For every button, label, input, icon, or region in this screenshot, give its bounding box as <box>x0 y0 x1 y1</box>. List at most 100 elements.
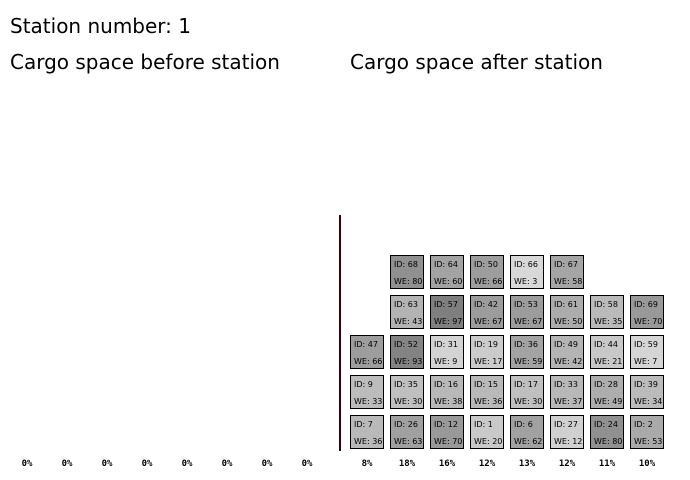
cargo-id: ID: 24 <box>594 420 618 429</box>
cargo-box: ID: 33 WE: 37 <box>550 375 584 409</box>
cargo-weight: WE: 36 <box>474 397 503 406</box>
cargo-box: ID: 36 WE: 59 <box>510 335 544 369</box>
cargo-box: ID: 1 WE: 20 <box>470 415 504 449</box>
cargo-box: ID: 12 WE: 70 <box>430 415 464 449</box>
before-percent-7: 0% <box>261 459 273 469</box>
cargo-weight: WE: 17 <box>474 357 503 366</box>
cargo-weight: WE: 9 <box>434 357 458 366</box>
cargo-box: ID: 50 WE: 66 <box>470 255 504 289</box>
cargo-box: ID: 35 WE: 30 <box>390 375 424 409</box>
cargo-weight: WE: 7 <box>634 357 658 366</box>
cargo-box: ID: 49 WE: 42 <box>550 335 584 369</box>
cargo-box: ID: 9 WE: 33 <box>350 375 384 409</box>
after-percent-7: 11% <box>598 459 616 469</box>
cargo-id: ID: 69 <box>634 300 658 309</box>
cargo-weight: WE: 53 <box>634 437 663 446</box>
cargo-box: ID: 2 WE: 53 <box>630 415 664 449</box>
cargo-box: ID: 28 WE: 49 <box>590 375 624 409</box>
cargo-weight: WE: 37 <box>554 397 583 406</box>
cargo-box: ID: 59 WE: 7 <box>630 335 664 369</box>
cargo-box: ID: 57 WE: 97 <box>430 295 464 329</box>
cargo-id: ID: 68 <box>394 260 418 269</box>
cargo-weight: WE: 80 <box>394 277 423 286</box>
cargo-weight: WE: 66 <box>474 277 503 286</box>
before-percent-3: 0% <box>101 459 113 469</box>
cargo-box: ID: 31 WE: 9 <box>430 335 464 369</box>
cargo-id: ID: 39 <box>634 380 658 389</box>
cargo-weight: WE: 21 <box>594 357 623 366</box>
cargo-divider <box>339 215 341 451</box>
cargo-id: ID: 61 <box>554 300 578 309</box>
cargo-id: ID: 58 <box>594 300 618 309</box>
cargo-before-heading: Cargo space before station <box>10 50 280 74</box>
cargo-weight: WE: 80 <box>594 437 623 446</box>
cargo-box: ID: 67 WE: 58 <box>550 255 584 289</box>
cargo-id: ID: 12 <box>434 420 458 429</box>
cargo-id: ID: 27 <box>554 420 578 429</box>
cargo-box: ID: 64 WE: 60 <box>430 255 464 289</box>
cargo-box: ID: 52 WE: 93 <box>390 335 424 369</box>
cargo-id: ID: 1 <box>474 420 493 429</box>
cargo-box: ID: 53 WE: 67 <box>510 295 544 329</box>
cargo-id: ID: 52 <box>394 340 418 349</box>
station-number-label: Station number: 1 <box>10 14 191 38</box>
cargo-weight: WE: 12 <box>554 437 583 446</box>
cargo-weight: WE: 30 <box>394 397 423 406</box>
cargo-id: ID: 53 <box>514 300 538 309</box>
cargo-id: ID: 17 <box>514 380 538 389</box>
cargo-id: ID: 6 <box>514 420 533 429</box>
after-percent-3: 16% <box>438 459 456 469</box>
after-percent-6: 12% <box>558 459 576 469</box>
cargo-box: ID: 39 WE: 34 <box>630 375 664 409</box>
cargo-weight: WE: 30 <box>514 397 543 406</box>
cargo-weight: WE: 70 <box>434 437 463 446</box>
before-percent-5: 0% <box>181 459 193 469</box>
cargo-box: ID: 42 WE: 67 <box>470 295 504 329</box>
before-percent-4: 0% <box>141 459 153 469</box>
cargo-id: ID: 36 <box>514 340 538 349</box>
cargo-id: ID: 33 <box>554 380 578 389</box>
cargo-weight: WE: 62 <box>514 437 543 446</box>
before-percent-8: 0% <box>301 459 313 469</box>
cargo-id: ID: 50 <box>474 260 498 269</box>
cargo-id: ID: 57 <box>434 300 458 309</box>
cargo-id: ID: 26 <box>394 420 418 429</box>
cargo-box: ID: 61 WE: 50 <box>550 295 584 329</box>
cargo-box: ID: 19 WE: 17 <box>470 335 504 369</box>
cargo-id: ID: 19 <box>474 340 498 349</box>
after-percent-8: 10% <box>638 459 656 469</box>
cargo-id: ID: 49 <box>554 340 578 349</box>
cargo-weight: WE: 20 <box>474 437 503 446</box>
cargo-weight: WE: 67 <box>474 317 503 326</box>
cargo-box: ID: 44 WE: 21 <box>590 335 624 369</box>
cargo-box: ID: 66 WE: 3 <box>510 255 544 289</box>
before-percent-2: 0% <box>61 459 73 469</box>
cargo-weight: WE: 3 <box>514 277 538 286</box>
cargo-weight: WE: 43 <box>394 317 423 326</box>
before-percent-1: 0% <box>21 459 33 469</box>
cargo-id: ID: 47 <box>354 340 378 349</box>
cargo-id: ID: 64 <box>434 260 458 269</box>
cargo-weight: WE: 70 <box>634 317 663 326</box>
cargo-weight: WE: 58 <box>554 277 583 286</box>
cargo-id: ID: 15 <box>474 380 498 389</box>
cargo-id: ID: 31 <box>434 340 458 349</box>
after-percent-2: 18% <box>398 459 416 469</box>
after-percent-5: 13% <box>518 459 536 469</box>
cargo-weight: WE: 42 <box>554 357 583 366</box>
cargo-weight: WE: 33 <box>354 397 383 406</box>
cargo-box: ID: 69 WE: 70 <box>630 295 664 329</box>
cargo-id: ID: 28 <box>594 380 618 389</box>
after-percent-4: 12% <box>478 459 496 469</box>
cargo-weight: WE: 49 <box>594 397 623 406</box>
cargo-weight: WE: 35 <box>594 317 623 326</box>
cargo-id: ID: 44 <box>594 340 618 349</box>
cargo-box: ID: 16 WE: 38 <box>430 375 464 409</box>
cargo-weight: WE: 63 <box>394 437 423 446</box>
cargo-id: ID: 7 <box>354 420 373 429</box>
cargo-id: ID: 2 <box>634 420 653 429</box>
cargo-box: ID: 27 WE: 12 <box>550 415 584 449</box>
cargo-box: ID: 15 WE: 36 <box>470 375 504 409</box>
cargo-weight: WE: 59 <box>514 357 543 366</box>
cargo-weight: WE: 66 <box>354 357 383 366</box>
